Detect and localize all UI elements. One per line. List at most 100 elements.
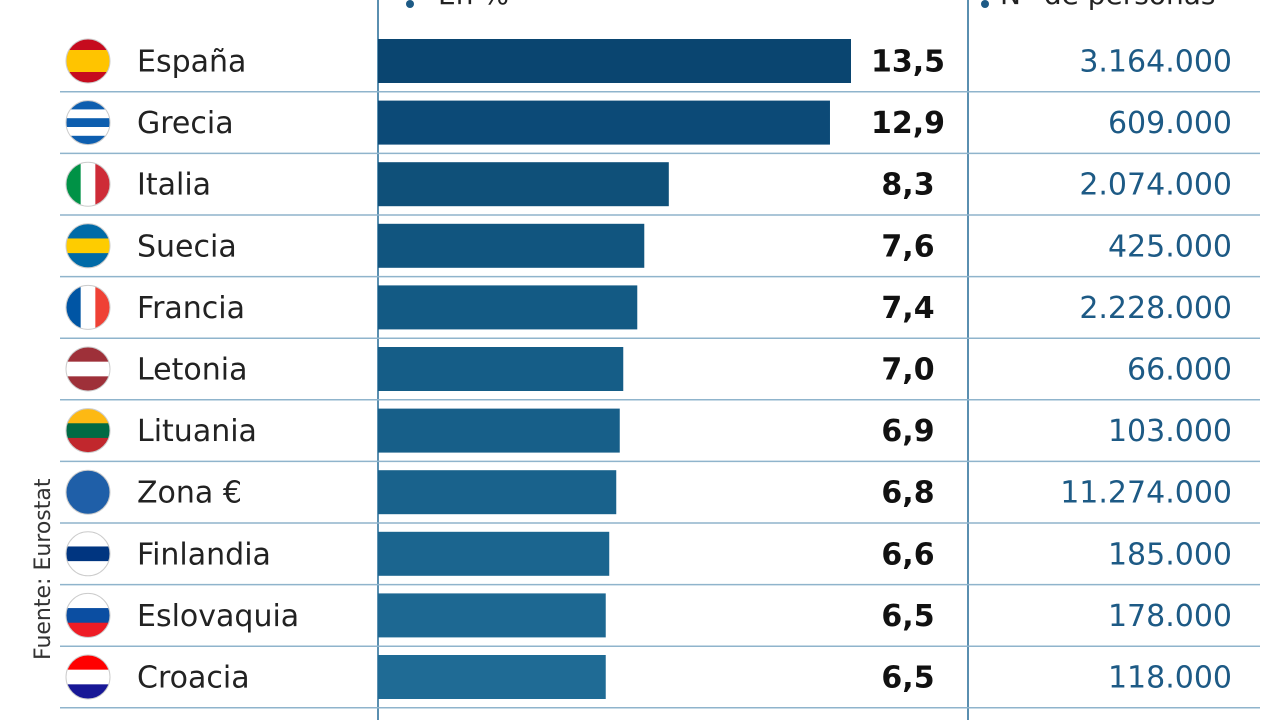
bar: [378, 408, 620, 453]
bar: [378, 470, 617, 515]
flag-stripe: [66, 470, 110, 515]
flag-stripe: [66, 100, 110, 110]
bar: [378, 531, 610, 576]
flag-stripe: [95, 162, 110, 207]
value-label: 6,9: [881, 414, 934, 449]
flag: [66, 162, 110, 207]
flag-rim: [65, 100, 111, 146]
category-label: Lituania: [137, 414, 257, 449]
flag-stripe: [66, 684, 110, 699]
flag-stripe: [66, 423, 110, 439]
bar: [378, 100, 830, 145]
flag-stripe: [66, 72, 110, 83]
category-label: Italia: [137, 168, 211, 203]
flag-rim: [65, 531, 111, 577]
flag-stripe: [66, 127, 110, 137]
flag: [66, 39, 110, 83]
value-label: 6,5: [881, 599, 934, 634]
value-label: 7,4: [881, 291, 934, 326]
flag-stripe: [66, 39, 110, 51]
flag: [66, 531, 110, 576]
category-label: Zona €: [137, 476, 242, 511]
flag-stripe: [66, 135, 110, 145]
flag-rim: [65, 284, 111, 330]
value-label: 6,5: [881, 661, 934, 696]
bar: [378, 285, 638, 330]
flag-stripe: [66, 109, 110, 119]
value-label: 13,5: [871, 45, 945, 80]
flag-stripe: [66, 561, 110, 576]
value-label: 12,9: [871, 106, 945, 141]
category-label: Francia: [137, 291, 245, 326]
flag-stripe: [66, 162, 82, 207]
persons-label: 103.000: [1108, 414, 1232, 449]
count-header: N° de personas: [1000, 0, 1215, 11]
flag-stripe: [66, 285, 82, 330]
category-label: Letonia: [137, 353, 248, 388]
category-label: Finlandia: [137, 537, 271, 572]
persons-label: 2.074.000: [1079, 168, 1232, 203]
persons-label: 425.000: [1108, 229, 1232, 264]
bar: [378, 347, 624, 391]
flag: [66, 285, 110, 330]
persons-label: 185.000: [1108, 537, 1232, 572]
bar: [378, 655, 606, 699]
header-dot: [406, 0, 414, 8]
flag-rim: [65, 408, 111, 454]
flag: [66, 347, 110, 391]
persons-label: 3.164.000: [1079, 45, 1232, 80]
flag-stripe: [66, 223, 110, 239]
flag-stripe: [66, 253, 110, 268]
value-label: 6,8: [881, 476, 934, 511]
persons-label: 178.000: [1108, 599, 1232, 634]
flag-stripe: [66, 347, 110, 363]
flag-rim: [65, 654, 111, 700]
persons-label: 11.274.000: [1060, 476, 1232, 511]
flag-rim: [65, 161, 111, 207]
persons-label: 609.000: [1108, 106, 1232, 141]
category-label: Eslovaquia: [137, 599, 299, 634]
flag: [66, 408, 110, 453]
flag-stripe: [66, 655, 110, 671]
flag-stripe: [66, 118, 110, 128]
flag-stripe: [66, 669, 110, 685]
flag-stripe: [66, 593, 110, 609]
flag-stripe: [80, 285, 96, 330]
flag: [66, 100, 110, 145]
flag-stripe: [66, 531, 110, 547]
flag-rim: [65, 223, 111, 269]
value-label: 8,3: [881, 168, 934, 203]
flag-rim: [65, 38, 111, 84]
flag-stripe: [66, 437, 110, 453]
flag-stripe: [95, 285, 110, 330]
category-label: Croacia: [137, 661, 250, 696]
flag-rim: [65, 592, 111, 638]
flag-stripe: [66, 376, 110, 391]
value-header: En %: [438, 0, 509, 11]
persons-label: 118.000: [1108, 661, 1232, 696]
flag-stripe: [66, 50, 110, 62]
flag: [66, 593, 110, 638]
flag: [66, 223, 110, 268]
value-label: 7,0: [881, 353, 934, 388]
flag-stripe: [66, 238, 110, 254]
flag: [66, 655, 110, 699]
value-label: 7,6: [881, 229, 934, 264]
header-dot: [981, 0, 989, 8]
value-label: 6,6: [881, 537, 934, 572]
category-label: Suecia: [137, 229, 237, 264]
bar: [378, 39, 851, 83]
bar: [378, 223, 645, 268]
flag-rim: [65, 469, 111, 515]
flag-stripe: [66, 546, 110, 562]
flag-stripe: [66, 608, 110, 624]
flag-rim: [65, 346, 111, 392]
flag: [66, 470, 110, 515]
category-label: España: [137, 45, 246, 80]
bar: [378, 593, 606, 638]
flag-stripe: [66, 622, 110, 638]
persons-label: 66.000: [1127, 353, 1232, 388]
flag-stripe: [66, 361, 110, 377]
